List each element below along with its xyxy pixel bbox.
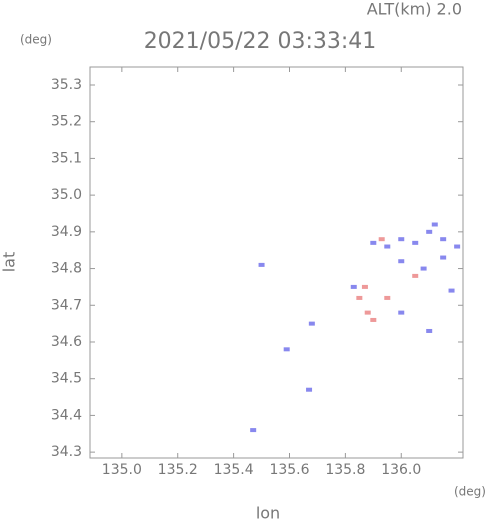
y-tick-label: 34.7 bbox=[51, 297, 82, 313]
echo-point bbox=[440, 255, 447, 260]
x-unit: (deg) bbox=[454, 485, 486, 499]
x-label: lon bbox=[256, 504, 280, 522]
echo-point bbox=[431, 222, 438, 227]
echo-point bbox=[283, 347, 290, 352]
echo-point bbox=[361, 284, 368, 289]
y-tick-label: 35.0 bbox=[51, 187, 82, 203]
x-tick-label: 136.0 bbox=[381, 462, 421, 478]
echo-point bbox=[306, 387, 313, 392]
echo-point bbox=[398, 310, 405, 315]
echo-point bbox=[426, 328, 433, 333]
echo-point bbox=[250, 428, 257, 433]
echo-point bbox=[426, 229, 433, 234]
echo-point bbox=[258, 262, 265, 267]
echo-point bbox=[384, 244, 391, 249]
x-tick-label: 135.0 bbox=[102, 462, 142, 478]
echo-point bbox=[308, 321, 315, 326]
echo-point bbox=[420, 266, 427, 271]
echo-point bbox=[440, 237, 447, 242]
echo-point bbox=[350, 284, 357, 289]
echo-point bbox=[412, 273, 419, 278]
x-tick-label: 135.6 bbox=[269, 462, 309, 478]
y-tick-label: 35.2 bbox=[51, 114, 82, 130]
echo-point bbox=[398, 259, 405, 264]
y-unit: (deg) bbox=[20, 33, 52, 47]
y-tick-label: 34.9 bbox=[51, 224, 82, 240]
echo-point bbox=[356, 295, 363, 300]
y-tick-label: 35.1 bbox=[51, 150, 82, 166]
y-label: lat bbox=[0, 252, 19, 273]
plot-frame bbox=[89, 66, 464, 459]
y-tick-label: 34.3 bbox=[51, 444, 82, 460]
chart-title: 2021/05/22 03:33:41 bbox=[144, 29, 377, 54]
y-tick-label: 34.4 bbox=[51, 407, 82, 423]
echo-point bbox=[370, 240, 377, 245]
echo-point bbox=[384, 295, 391, 300]
echo-point bbox=[370, 317, 377, 322]
x-tick-label: 135.2 bbox=[158, 462, 198, 478]
echo-point bbox=[378, 237, 385, 242]
y-tick-label: 34.5 bbox=[51, 371, 82, 387]
echo-point bbox=[454, 244, 461, 249]
echo-point bbox=[364, 310, 371, 315]
y-tick-label: 34.8 bbox=[51, 261, 82, 277]
x-tick-label: 135.8 bbox=[325, 462, 365, 478]
y-tick-label: 35.3 bbox=[51, 77, 82, 93]
echo-point bbox=[398, 237, 405, 242]
echo-point bbox=[448, 288, 455, 293]
x-tick-label: 135.4 bbox=[214, 462, 254, 478]
y-tick-label: 34.6 bbox=[51, 334, 82, 350]
altitude: ALT(km) 2.0 bbox=[367, 0, 462, 19]
echo-point bbox=[412, 240, 419, 245]
